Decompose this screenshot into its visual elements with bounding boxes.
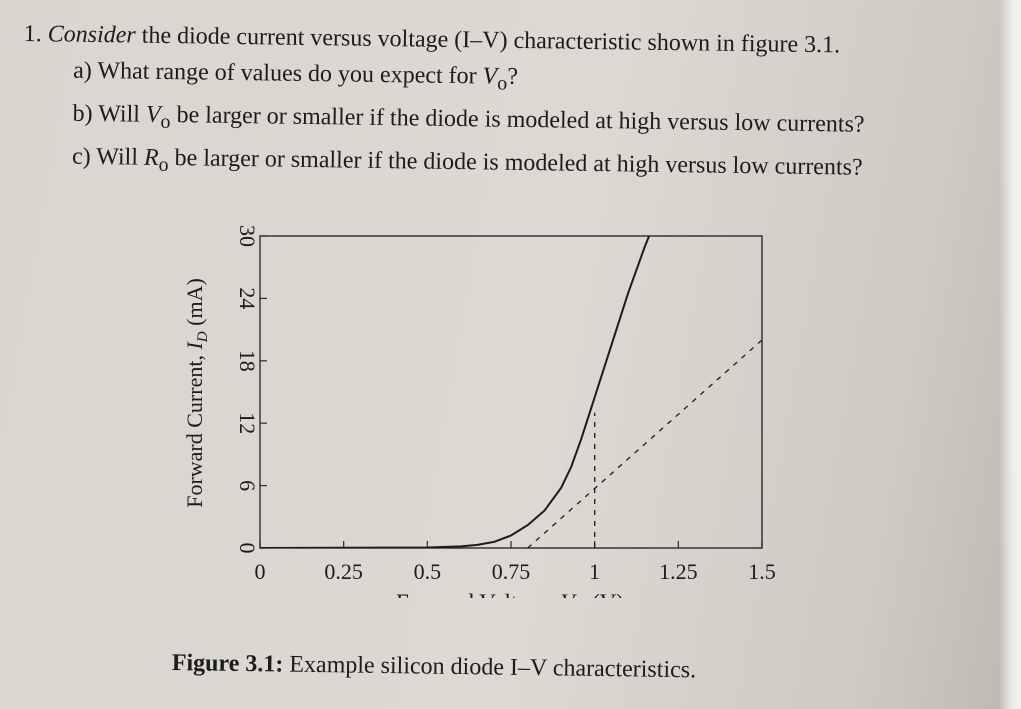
page-edge [999,0,1021,709]
y-tick-label: 24 [235,287,260,309]
question-lead-text: the diode current versus voltage (I–V) c… [135,22,841,59]
iv-chart: Forward Current, ID (mA) 0 6 12 18 24 30 0 0.25… [160,218,800,619]
part-variable: R [143,144,159,171]
part-text-end: ? [507,63,519,90]
y-tick-label: 6 [235,480,260,491]
iv-curve [260,236,651,548]
x-axis-label: Forward Voltage, VD (V) [396,590,624,598]
question-lead-emphasis: Consider [47,21,136,49]
part-text-end: be larger or smaller if the diode is mod… [170,101,865,138]
x-tick-label: 0 [255,559,266,584]
part-label: b) [72,100,93,127]
part-subscript: o [497,72,508,95]
x-tick-label: 1.25 [659,559,698,584]
question-number: 1. [23,20,42,48]
part-variable: V [145,101,161,128]
part-label: c) [71,143,91,170]
figure-caption-text: Example silicon diode I–V characteristic… [283,651,697,684]
part-subscript: o [160,110,171,133]
question-block: 1. Consider the diode current versus vol… [22,16,1009,194]
y-tick-label: 30 [235,225,260,247]
figure-caption-label: Figure 3.1: [171,650,284,678]
part-subscript: o [158,153,169,176]
part-text-end: be larger or smaller if the diode is mod… [168,144,863,181]
y-tick-label: 18 [235,350,260,372]
plot-frame [259,235,763,549]
part-text: Will [96,143,145,171]
x-tick-label: 0.25 [324,559,363,584]
dashed-line-1 [527,339,762,548]
part-variable: V [482,63,498,90]
y-tick-label: 0 [235,543,260,554]
figure-caption: Figure 3.1: Example silicon diode I–V ch… [172,650,697,684]
part-text: Will [98,100,147,128]
y-axis-label: Forward Current, ID (mA) [182,278,211,508]
x-tick-label: 0.5 [414,559,442,584]
x-tick-label: 1 [589,559,600,584]
part-label: a) [73,57,93,84]
x-tick-label: 0.75 [492,559,531,584]
x-tick-label: 1.5 [748,559,776,584]
y-tick-label: 12 [235,412,260,434]
iv-chart-svg: Forward Current, ID (mA) 0 6 12 18 24 30 0 0.25… [182,225,776,619]
part-text: What range of values do you expect for [97,58,483,90]
